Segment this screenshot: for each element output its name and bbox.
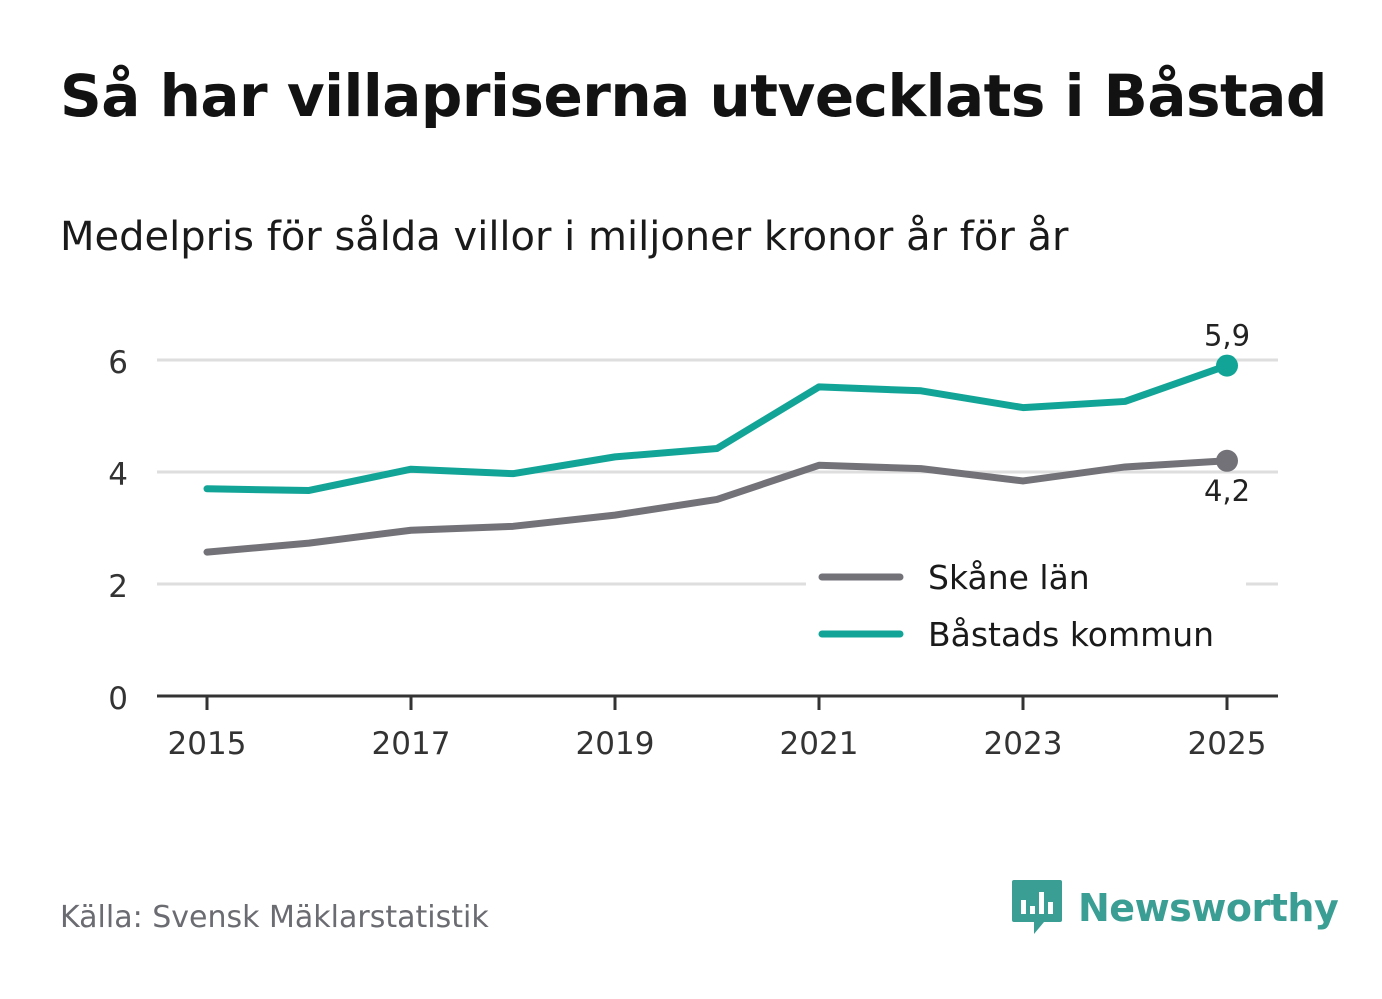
chart-title: Så har villapriserna utvecklats i Båstad: [60, 62, 1327, 130]
series-end-label-1: 5,9: [1204, 319, 1250, 353]
x-tick-label: 2021: [780, 726, 859, 762]
brand-name: Newsworthy: [1078, 886, 1339, 930]
series-end-point-0: [1216, 449, 1238, 472]
legend-label-0: Skåne län: [928, 558, 1090, 597]
x-tick-label: 2019: [576, 726, 655, 762]
y-tick-label: 4: [108, 457, 128, 493]
y-tick-label: 6: [108, 345, 128, 381]
brand-logo: Newsworthy: [1010, 878, 1339, 938]
series-end-point-1: [1216, 354, 1238, 377]
series-line-0: [203, 457, 1231, 556]
x-tick-label: 2015: [168, 726, 247, 762]
series-end-label-0: 4,2: [1204, 474, 1250, 508]
series-line-1: [203, 362, 1231, 494]
newsworthy-logo-icon: [1012, 880, 1062, 934]
x-tick-label: 2023: [984, 726, 1063, 762]
chart-subtitle: Medelpris för sålda villor i miljoner kr…: [60, 214, 1069, 260]
x-tick-label: 2017: [372, 726, 451, 762]
series-layer: 4,2 5,9: [203, 319, 1250, 556]
legend: Skåne län Båstads kommun: [806, 548, 1246, 666]
legend-background: [806, 548, 1246, 666]
axis-layer: 0 2 4 6 2015 2017 2019 2021 2023 2025: [108, 345, 1278, 762]
source-note: Källa: Svensk Mäklarstatistik: [60, 900, 489, 935]
y-tick-label: 0: [108, 681, 128, 717]
y-tick-label: 2: [108, 569, 128, 605]
x-tick-label: 2025: [1188, 726, 1267, 762]
legend-label-1: Båstads kommun: [928, 615, 1214, 654]
